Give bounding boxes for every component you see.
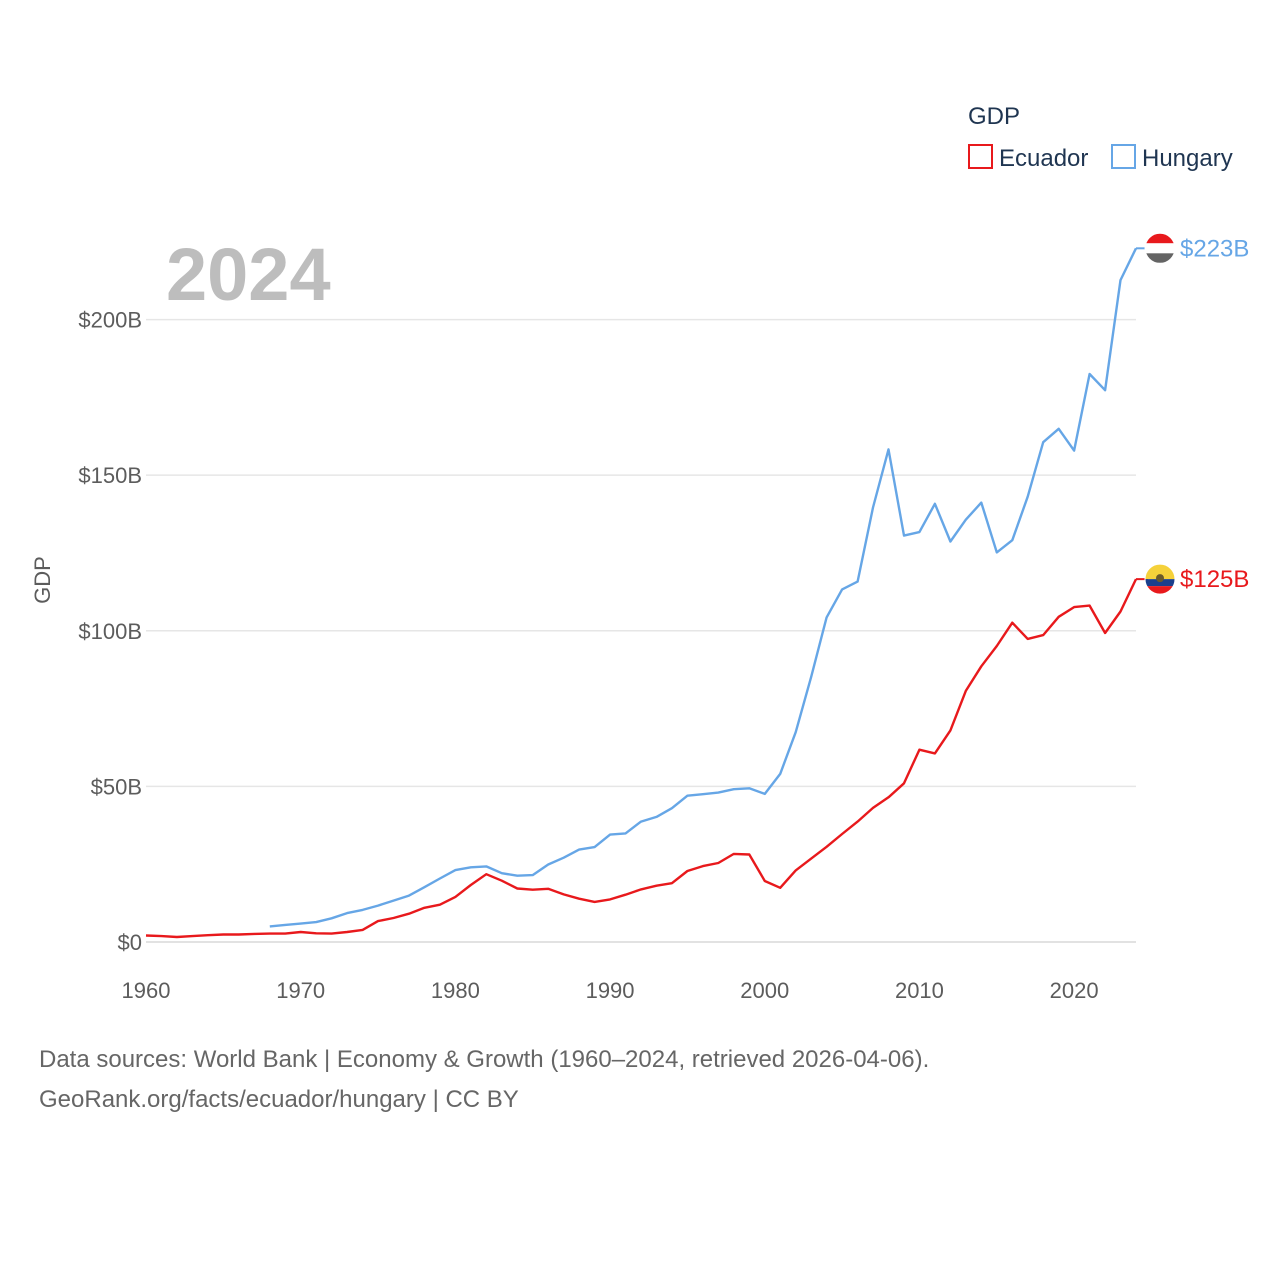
x-tick-label: 1960	[122, 978, 171, 1003]
y-axis-title: GDP	[30, 556, 55, 604]
legend-swatch	[968, 144, 993, 169]
legend-label: Hungary	[1142, 145, 1233, 172]
x-tick-label: 2020	[1050, 978, 1099, 1003]
y-tick-label: $50B	[91, 774, 142, 799]
x-tick-label: 2010	[895, 978, 944, 1003]
y-tick-label: $100B	[78, 619, 142, 644]
y-tick-label: $0	[118, 930, 142, 955]
end-markers: $125B $223B	[1136, 232, 1249, 595]
x-tick-label: 1990	[586, 978, 635, 1003]
ecuador-flag-icon	[1144, 563, 1176, 595]
hungary-flag-icon	[1144, 232, 1176, 264]
series-line-ecuador	[145, 578, 1138, 939]
end-value-label: $125B	[1180, 566, 1249, 593]
year-label: 2024	[166, 233, 331, 316]
x-axis-ticks: 1960 1970 1980 1990 2000 2010 2020	[122, 978, 1099, 1003]
series-layer	[145, 247, 1138, 939]
end-value-label: $223B	[1180, 235, 1249, 262]
legend: GDP Ecuador Hungary	[968, 103, 1233, 172]
series-line-hungary	[269, 247, 1138, 928]
legend-swatch	[1111, 144, 1136, 169]
x-tick-label: 1980	[431, 978, 480, 1003]
legend-title: GDP	[968, 103, 1020, 130]
legend-item-ecuador: Ecuador	[968, 144, 1088, 172]
footer-link[interactable]: GeoRank.org/facts/ecuador/hungary | CC B…	[39, 1086, 519, 1113]
gdp-line-chart: $0 $50B $100B $150B $200B 1960 1970 1980 1990 20…	[30, 103, 1249, 1003]
y-axis-ticks: $0 $50B $100B $150B $200B	[78, 308, 142, 955]
footer: Data sources: World Bank | Economy & Gro…	[39, 1040, 1239, 1120]
x-tick-label: 1970	[276, 978, 325, 1003]
footer-source: Data sources: World Bank | Economy & Gro…	[39, 1046, 930, 1073]
legend-label: Ecuador	[999, 145, 1088, 172]
legend-item-hungary: Hungary	[1111, 144, 1233, 172]
gridlines	[146, 318, 1136, 788]
x-tick-label: 2000	[740, 978, 789, 1003]
y-tick-label: $150B	[78, 463, 142, 488]
y-tick-label: $200B	[78, 308, 142, 333]
